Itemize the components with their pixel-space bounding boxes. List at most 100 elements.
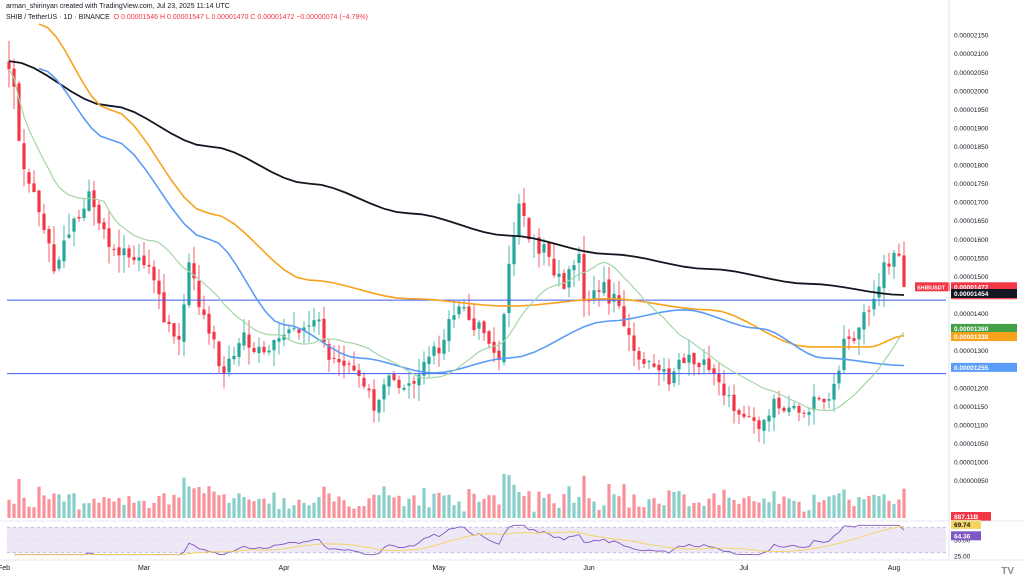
price-tick-label: 0.00001650 — [954, 218, 989, 225]
candle-body — [642, 359, 646, 364]
volume-bar — [122, 504, 126, 518]
volume-bar — [672, 491, 676, 518]
volume-bar — [267, 503, 271, 518]
price-tick-label: 0.00001850 — [954, 144, 989, 151]
candle-body — [412, 380, 416, 384]
volume-bar — [657, 503, 661, 518]
rsi-value-tag: 69.74 — [954, 522, 971, 529]
price-tick-label: 0.00001100 — [954, 422, 988, 429]
volume-bar — [882, 494, 886, 518]
volume-bar — [782, 496, 786, 518]
ma-price-tag-bg — [951, 323, 1017, 333]
candle-body — [517, 203, 521, 237]
volume-bar — [322, 486, 326, 518]
volume-bar — [462, 511, 466, 518]
price-tick-label: 0.00000950 — [954, 478, 989, 485]
volume-bar — [87, 503, 91, 518]
volume-bar — [367, 498, 371, 518]
candle-body — [752, 417, 756, 421]
candle-body — [622, 306, 626, 327]
candle-body — [262, 346, 266, 353]
candle-body — [42, 213, 46, 230]
ma-price-tag-bg — [951, 332, 1017, 342]
volume-bar — [842, 489, 846, 518]
volume-bar — [202, 493, 206, 518]
candle-body — [432, 346, 436, 356]
volume-bar — [577, 496, 581, 518]
candle-body — [7, 61, 11, 70]
volume-bar — [57, 494, 61, 518]
candle-body — [847, 336, 851, 339]
candle-body — [357, 370, 361, 376]
candle-body — [732, 394, 736, 412]
volume-bar — [352, 508, 356, 518]
candle-body — [52, 244, 56, 272]
candles-group — [7, 40, 906, 518]
volume-bar — [507, 475, 511, 518]
candle-body — [257, 346, 261, 354]
volume-bar — [97, 502, 101, 518]
volume-bar — [697, 502, 701, 518]
volume-bar — [157, 496, 161, 518]
candle-body — [152, 266, 156, 281]
volume-bar — [887, 500, 891, 518]
ma-price-tag: 0.00001255 — [954, 365, 989, 372]
candle-body — [202, 309, 206, 315]
symbol-name[interactable]: SHIB / TetherUS · 1D · BINANCE — [6, 14, 110, 21]
volume-bar — [67, 494, 71, 518]
candle-body — [107, 228, 111, 247]
candle-body — [302, 327, 306, 332]
volume-bar — [212, 491, 216, 518]
candle-body — [47, 229, 51, 244]
volume-bar — [492, 495, 496, 518]
volume-bar — [602, 505, 606, 518]
candle-body — [887, 263, 891, 267]
volume-bar — [767, 502, 771, 518]
candle-body — [97, 204, 101, 224]
volume-bar — [737, 503, 741, 518]
candle-body — [597, 290, 601, 292]
volume-bar — [662, 505, 666, 518]
volume-bar — [272, 492, 276, 518]
candle-body — [497, 350, 501, 361]
candle-body — [192, 263, 196, 279]
candle-body — [32, 183, 36, 193]
candle-body — [242, 332, 246, 346]
volume-bar — [477, 501, 481, 518]
volume-bar — [142, 500, 146, 518]
candle-body — [577, 253, 581, 263]
candle-body — [212, 331, 216, 340]
volume-bar — [262, 498, 266, 518]
price-tick-label: 0.00001550 — [954, 255, 989, 262]
candle-body — [557, 273, 561, 277]
price-tick-label: 0.00001150 — [954, 404, 988, 411]
last-price-tag-bg — [951, 282, 1017, 292]
candle-body — [352, 365, 356, 371]
volume-bar — [12, 503, 16, 518]
candle-body — [72, 218, 76, 232]
sma-20-line — [8, 69, 905, 412]
candle-body — [677, 359, 681, 370]
candle-body — [67, 234, 71, 238]
candle-body — [17, 83, 21, 141]
volume-bar — [382, 486, 386, 518]
candle-body — [542, 244, 546, 253]
candle-body — [282, 334, 286, 340]
candle-body — [877, 286, 881, 298]
candle-body — [172, 323, 176, 337]
candle-body — [857, 327, 861, 340]
volume-tag: 887.11B — [954, 514, 979, 521]
volume-bar — [832, 495, 836, 518]
candle-body — [502, 314, 506, 363]
volume-bar — [742, 498, 746, 518]
volume-bar — [327, 493, 331, 518]
volume-bar — [537, 491, 541, 518]
candle-body — [307, 325, 311, 327]
volume-bar — [377, 495, 381, 518]
candle-body — [507, 263, 511, 314]
volume-bar — [137, 500, 141, 518]
volume-bar — [182, 477, 186, 518]
volume-bar — [252, 501, 256, 518]
